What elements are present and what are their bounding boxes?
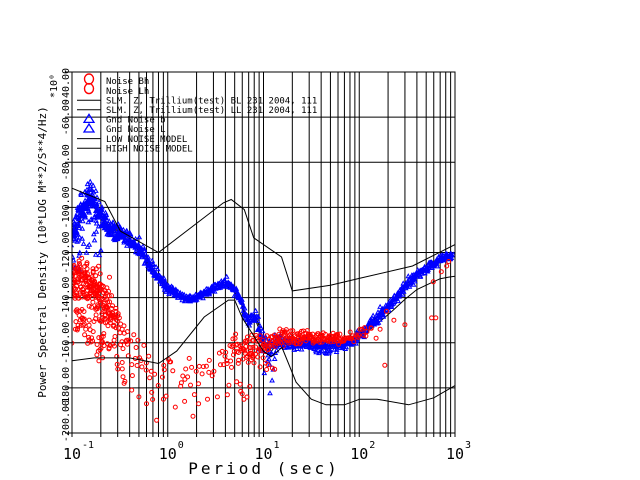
y-tick-label: -140.00 [61, 277, 72, 319]
legend-label: Noise Bh [106, 77, 149, 87]
data-layer [72, 178, 455, 423]
legend-item: SLM. Z, Trillium(test) LL 231 2004, 111 [77, 106, 317, 116]
legend-triangle-icon [82, 113, 96, 124]
legend-label: Gnd Noise b [106, 116, 166, 126]
legend-label: HIGH NOISE MODEL [106, 144, 193, 154]
legend-label: LOW NOISE MODEL [106, 135, 187, 145]
x-tick-exponent: 1 [274, 440, 280, 451]
legend-label: SLM. Z, Trillium(test) LL 231 2004, 111 [106, 106, 317, 116]
y-tick-label: -180.00 [61, 367, 72, 409]
x-tick-exponent: -1 [82, 440, 94, 451]
x-tick-exponent: 0 [178, 440, 184, 451]
y-tick-label: -100.00 [61, 186, 72, 228]
legend-item: Gnd Noise L [82, 122, 166, 135]
legend-label: SLM. Z, Trillium(test) BL 231 2004, 111 [106, 96, 317, 106]
legend-item: Noise Lh [83, 82, 149, 97]
legend-item: HIGH NOISE MODEL [77, 144, 193, 154]
legend-triangle-icon [82, 122, 96, 133]
x-tick-label: 10 [159, 445, 177, 463]
y-tick-label: -80.00 [61, 144, 72, 180]
y-tick-label: -40.00 [61, 68, 72, 104]
legend-item: LOW NOISE MODEL [77, 135, 187, 145]
x-axis-title: Period (sec) [188, 459, 340, 478]
legend-circle-icon [83, 73, 95, 85]
x-tick-label: 10 [350, 445, 368, 463]
series-high-noise-model [72, 187, 455, 292]
series-gnd-noise-blue-scatter [72, 178, 455, 396]
x-tick-label: 10 [446, 445, 464, 463]
series-noise-red-scatter [72, 255, 452, 423]
x-tick-label: 10 [254, 445, 272, 463]
legend-item: Noise Bh [83, 73, 149, 87]
series-low-noise-model [72, 299, 455, 406]
x-tick-label: 10 [63, 445, 81, 463]
y-tick-label: -60.00 [61, 99, 72, 135]
y-axis-scale-note: *10⁰ [49, 74, 60, 98]
model-layer [72, 187, 455, 406]
legend-item: Gnd Noise b [82, 113, 166, 126]
legend-label: Noise Lh [106, 87, 149, 97]
legend-item: SLM. Z, Trillium(test) BL 231 2004, 111 [77, 96, 317, 106]
x-tick-exponent: 2 [369, 440, 375, 451]
tick-layer: -200.00-180.00 -160.00 -140.00 -120.00 -100.… [61, 68, 471, 463]
legend-label: Gnd Noise L [106, 125, 166, 135]
y-axis-title: Power Spectral Density (10*LOG M**2/S**4… [36, 106, 49, 397]
y-tick-label: -120.00 [61, 231, 72, 273]
y-tick-label: -160.00 [61, 322, 72, 364]
legend-circle-icon [83, 82, 95, 95]
grid-layer [72, 72, 455, 433]
y-tick-label: -200.00 [61, 400, 72, 442]
x-tick-exponent: 3 [465, 440, 471, 451]
